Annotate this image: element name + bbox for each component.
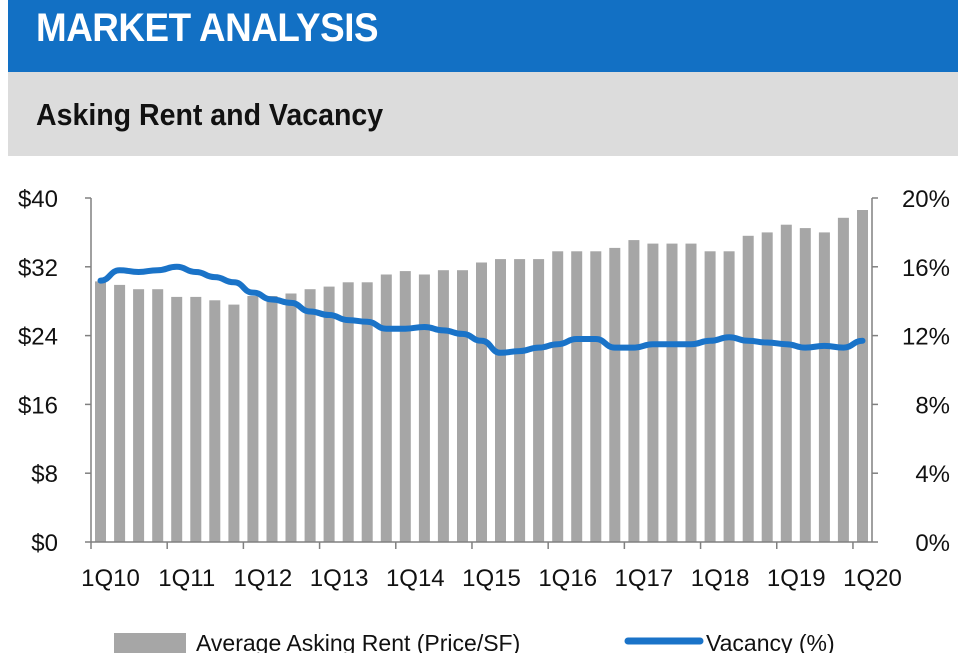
bar-2Q18: [723, 251, 735, 543]
legend-swatch-bar: [114, 633, 186, 653]
x-tick-label: 1Q11: [158, 565, 215, 592]
y-right-tick-label: 12%: [902, 324, 950, 351]
bar-4Q12: [304, 289, 316, 542]
bar-1Q19: [780, 224, 792, 542]
y-right-tick-label: 16%: [902, 255, 950, 282]
bar-2Q13: [342, 282, 354, 542]
y-left-tick-label: $8: [31, 461, 58, 488]
bar-3Q15: [514, 259, 526, 542]
legend-label-bar: Average Asking Rent (Price/SF): [196, 630, 520, 653]
y-right-tick-label: 0%: [915, 530, 950, 557]
bar-2Q11: [190, 296, 202, 542]
bar-1Q20: [857, 210, 868, 542]
line-series: [97, 263, 866, 356]
x-tick-label: 1Q12: [234, 565, 293, 592]
y-left-tick-label: $24: [18, 324, 58, 351]
x-tick-label: 1Q13: [310, 565, 369, 592]
x-tick-label: 1Q15: [462, 565, 521, 592]
chart: $0 $8 $16 $24 $32 $40 0% 4% 8% 12% 16% 20% 1Q10 1Q11 1…: [18, 186, 950, 653]
bar-4Q16: [609, 247, 621, 542]
x-tick-label: 1Q18: [691, 565, 750, 592]
vacancy-line: [97, 263, 866, 356]
y-left-tick-label: $32: [18, 255, 58, 282]
x-tick-label: 1Q19: [767, 565, 826, 592]
bar-4Q19: [837, 217, 849, 543]
bar-4Q10: [152, 289, 164, 542]
bar-4Q18: [761, 232, 773, 542]
bar-3Q10: [133, 289, 145, 542]
bar-2Q12: [266, 296, 278, 542]
tick-labels: $0 $8 $16 $24 $32 $40 0% 4% 8% 12% 16% 20% 1Q10 1Q11 1…: [18, 186, 950, 592]
axes: [85, 197, 878, 549]
legend: Average Asking Rent (Price/SF) Vacancy (…: [114, 630, 835, 653]
bar-3Q16: [590, 251, 602, 543]
page-title: MARKET ANALYSIS: [36, 6, 379, 50]
bar-4Q13: [380, 274, 392, 542]
bar-1Q17: [628, 240, 640, 542]
bar-2Q19: [799, 228, 811, 542]
header-band: MARKET ANALYSIS: [8, 0, 958, 72]
bar-3Q18: [742, 235, 754, 543]
chart-title: Asking Rent and Vacancy: [36, 97, 384, 132]
y-right-tick-label: 20%: [902, 186, 950, 213]
bar-2Q17: [647, 243, 659, 542]
bar-3Q14: [437, 270, 449, 542]
bar-4Q11: [228, 304, 240, 542]
x-tick-label: 1Q10: [81, 565, 140, 592]
bar-series: [95, 210, 868, 543]
bar-1Q10: [95, 281, 106, 542]
y-right-tick-label: 8%: [915, 392, 950, 419]
bar-4Q14: [457, 270, 468, 542]
bar-3Q12: [285, 293, 297, 542]
bar-1Q16: [552, 251, 564, 543]
y-left-tick-label: $16: [18, 392, 58, 419]
bar-3Q19: [818, 232, 830, 542]
bar-2Q10: [114, 284, 126, 542]
x-tick-label: 1Q20: [843, 565, 902, 592]
y-right-tick-label: 4%: [915, 461, 950, 488]
bar-1Q11: [171, 296, 183, 542]
bar-2Q16: [571, 251, 583, 543]
legend-label-line: Vacancy (%): [706, 630, 835, 653]
bar-4Q17: [685, 243, 697, 542]
x-tick-label: 1Q16: [538, 565, 597, 592]
bar-1Q12: [247, 296, 259, 542]
bar-4Q15: [533, 259, 545, 542]
bar-2Q14: [418, 274, 430, 542]
bar-2Q15: [495, 259, 506, 542]
bar-1Q13: [323, 286, 335, 542]
bar-1Q18: [704, 251, 716, 543]
bar-3Q11: [209, 300, 221, 542]
bar-1Q14: [399, 271, 411, 542]
x-tick-label: 1Q14: [386, 565, 445, 592]
y-left-tick-label: $0: [31, 530, 58, 557]
y-left-tick-label: $40: [18, 186, 58, 213]
x-tick-label: 1Q17: [615, 565, 674, 592]
bar-3Q13: [361, 282, 373, 542]
bar-1Q15: [476, 262, 487, 542]
bar-3Q17: [666, 243, 678, 542]
subheader-band: Asking Rent and Vacancy: [8, 72, 958, 156]
